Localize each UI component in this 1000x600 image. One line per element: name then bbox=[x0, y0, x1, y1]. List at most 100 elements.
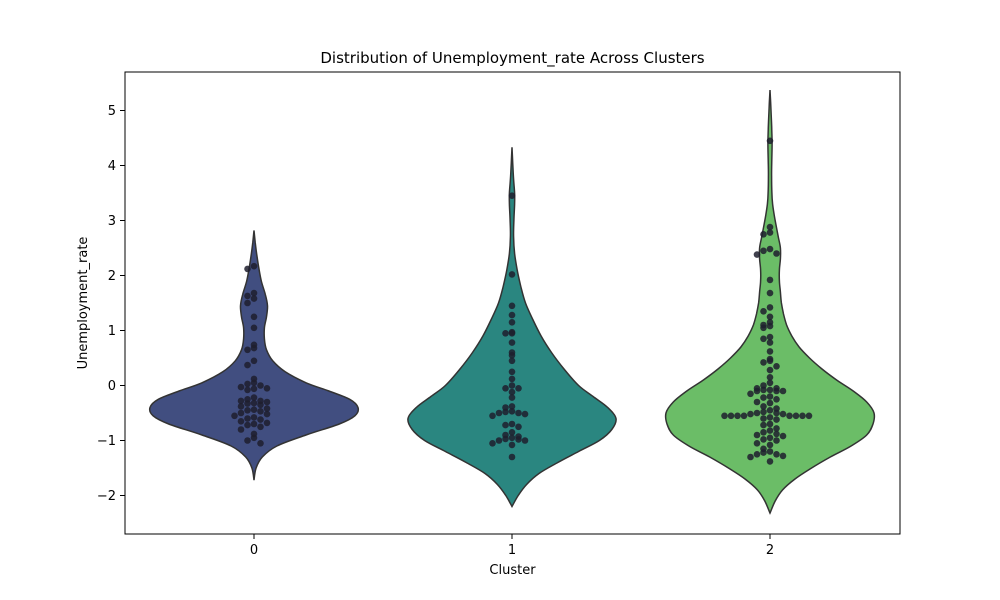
swarm-point bbox=[760, 436, 767, 443]
swarm-point bbox=[515, 409, 522, 417]
swarm-point bbox=[257, 416, 264, 423]
swarm-point bbox=[740, 412, 748, 420]
swarm-point bbox=[747, 390, 754, 398]
swarm-point bbox=[779, 410, 787, 418]
swarm-point bbox=[244, 415, 251, 422]
swarm-point bbox=[766, 333, 774, 341]
swarm-point bbox=[508, 388, 516, 396]
swarm-point bbox=[773, 451, 780, 458]
swarm-point bbox=[766, 458, 774, 465]
swarm-point bbox=[753, 431, 761, 439]
swarm-point bbox=[489, 412, 496, 420]
y-tick-label: 2 bbox=[108, 269, 116, 284]
swarm-point bbox=[508, 394, 516, 401]
swarm-point bbox=[779, 452, 787, 460]
swarm-point bbox=[766, 379, 774, 387]
swarm-point bbox=[508, 319, 516, 326]
violin-cluster-1 bbox=[407, 147, 617, 509]
swarm-point bbox=[257, 382, 264, 389]
swarm-point bbox=[766, 448, 774, 455]
swarm-point bbox=[766, 393, 774, 400]
swarm-point bbox=[766, 441, 774, 449]
swarm-point bbox=[773, 416, 780, 423]
swarm-point bbox=[508, 311, 516, 319]
swarm-point bbox=[257, 408, 264, 415]
swarm-point bbox=[773, 363, 780, 370]
swarm-point bbox=[250, 420, 258, 428]
points-layer bbox=[231, 137, 813, 465]
swarm-point bbox=[508, 271, 516, 278]
swarm-point bbox=[263, 410, 271, 418]
swarm-point bbox=[237, 418, 245, 425]
swarm-point bbox=[760, 308, 767, 315]
x-tick-label: 1 bbox=[508, 543, 516, 558]
swarm-point bbox=[799, 412, 806, 420]
swarm-point bbox=[753, 387, 761, 395]
swarm-point bbox=[779, 432, 787, 440]
swarm-point bbox=[521, 437, 529, 444]
swarm-point bbox=[237, 403, 245, 410]
swarm-point bbox=[753, 409, 761, 417]
swarm-point bbox=[508, 339, 516, 346]
swarm-point bbox=[760, 359, 767, 366]
swarm-point bbox=[250, 385, 258, 393]
swarm-point bbox=[747, 410, 754, 418]
swarm-point bbox=[760, 415, 767, 422]
swarm-point bbox=[773, 250, 780, 257]
swarm-point bbox=[760, 408, 767, 416]
swarm-point bbox=[257, 401, 264, 409]
swarm-point bbox=[502, 435, 509, 443]
swarm-point bbox=[792, 412, 800, 420]
swarm-point bbox=[766, 357, 774, 365]
swarm-point bbox=[250, 434, 258, 442]
swarm-point bbox=[244, 437, 251, 444]
swarm-point bbox=[263, 419, 271, 427]
swarm-point bbox=[244, 421, 251, 429]
swarm-point bbox=[766, 386, 774, 394]
swarm-point bbox=[760, 231, 767, 238]
swarm-point bbox=[773, 437, 780, 444]
swarm-point bbox=[502, 330, 509, 337]
chart-title: Distribution of Unemployment_rate Across… bbox=[320, 49, 704, 68]
swarm-point bbox=[515, 423, 522, 431]
swarm-point bbox=[237, 397, 245, 405]
swarm-point bbox=[250, 399, 258, 407]
swarm-point bbox=[508, 429, 516, 436]
swarm-point bbox=[766, 276, 774, 284]
swarm-point bbox=[786, 412, 793, 420]
swarm-point bbox=[721, 412, 728, 420]
swarm-point bbox=[515, 385, 522, 392]
swarm-point bbox=[773, 387, 780, 395]
violin-cluster-2 bbox=[664, 90, 876, 515]
swarm-point bbox=[766, 137, 774, 145]
swarm-point bbox=[766, 313, 774, 321]
swarm-point bbox=[766, 223, 774, 231]
swarm-point bbox=[760, 394, 767, 401]
swarm-point bbox=[257, 440, 264, 447]
swarm-point bbox=[766, 229, 774, 236]
x-axis: 0 1 2 bbox=[250, 534, 774, 558]
swarm-point bbox=[257, 423, 264, 431]
x-tick-label: 2 bbox=[766, 543, 774, 558]
swarm-point bbox=[502, 421, 509, 429]
swarm-point bbox=[263, 398, 271, 406]
y-axis-label: Unemployment_rate bbox=[76, 237, 91, 370]
violin-cluster-0 bbox=[148, 230, 360, 481]
swarm-point bbox=[766, 399, 774, 407]
swarm-point bbox=[508, 408, 516, 415]
swarm-point bbox=[747, 453, 754, 461]
swarm-point bbox=[766, 322, 774, 330]
swarm-point bbox=[250, 406, 258, 414]
swarm-point bbox=[766, 407, 774, 414]
swarm-point bbox=[495, 437, 503, 444]
swarm-point bbox=[753, 398, 761, 406]
swarm-point bbox=[250, 379, 258, 387]
swarm-point bbox=[508, 330, 516, 337]
swarm-point bbox=[766, 420, 774, 428]
swarm-point bbox=[263, 385, 271, 392]
swarm-point bbox=[250, 357, 258, 365]
swarm-point bbox=[766, 434, 774, 442]
swarm-point bbox=[760, 403, 767, 410]
swarm-point bbox=[766, 339, 774, 346]
